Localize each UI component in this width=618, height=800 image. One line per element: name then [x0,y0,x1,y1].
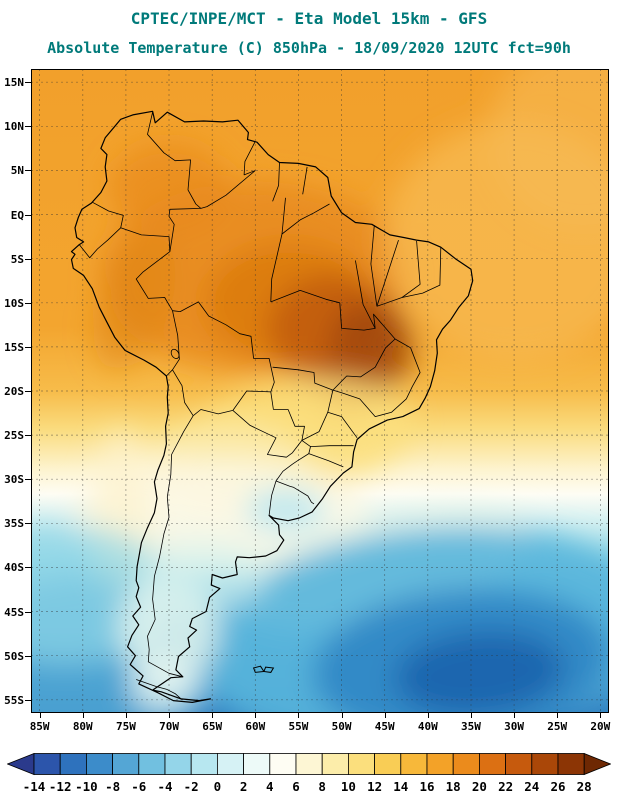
colorbar-tick: -10 [75,779,98,794]
lon-tick [39,713,41,718]
colorbar-tick: 4 [266,779,274,794]
lat-tick [25,82,31,84]
colorbar-tick: 16 [419,779,434,794]
lat-tick [25,258,31,260]
lon-label: 60W [245,720,266,733]
lat-tick [25,655,31,657]
lon-label: 75W [115,720,136,733]
lat-label: EQ [10,208,24,222]
lon-tick [169,713,171,718]
colorbar-tick: 10 [341,779,356,794]
lat-label: 25S [4,429,24,443]
colorbar-tick: 28 [577,779,592,794]
lat-label: 20S [4,385,24,398]
lat-label: 5S [10,252,24,266]
lon-tick [470,713,472,718]
colorbar-scale: -14 -12 -10 -8 -6 -4 -2 0 2 4 6 8 10 12 14 16 18 20 22 24 26… [6,752,612,794]
title-line-1: CPTEC/INPE/MCT - Eta Model 15km - GFS [130,9,488,28]
lon-label: 80W [72,720,93,733]
colorbar-tick: -14 [23,779,46,794]
lat-label: 30S [4,473,24,487]
lat-tick [25,391,31,392]
colorbar-tick: 24 [524,779,539,794]
lat-label: 10N [4,120,24,134]
lon-tick [255,713,257,718]
lat-tick [25,214,31,216]
lon-tick [212,713,214,718]
lat-tick [25,699,31,701]
colorbar-tick: -12 [49,779,72,794]
lat-label: 10S [4,296,24,310]
colorbar-tick: 6 [292,779,300,794]
colorbar-tick: -2 [184,779,199,794]
lon-tick [514,713,516,718]
lon-label: 50W [331,720,352,733]
colorbar-tick: 0 [214,779,222,794]
lon-label: 25W [547,720,568,733]
colorbar: -14 -12 -10 -8 -6 -4 -2 0 2 4 6 8 10 12 14 16 18 20 22 24 26… [6,752,618,800]
map-area: 15N 10N 5N EQ 5S 10S 15S 20S 25S 30S 35S 40S 45S 50S 5… [0,67,618,739]
lat-tick [25,523,31,525]
lat-label: 45S [4,605,24,619]
lat-label: 40S [4,561,24,575]
lon-tick [600,713,602,718]
lat-tick [25,435,31,437]
title-line-2: Absolute Temperature (C) 850hPa - 18/09/… [47,39,571,57]
lon-tick [557,713,559,718]
lat-label: 35S [4,517,24,531]
colorbar-tick: -4 [157,779,172,794]
lon-tick [341,713,343,718]
lon-label: 30W [504,720,525,733]
lat-label: 5N [10,164,24,178]
lon-label: 40W [417,720,438,733]
lat-tick [25,302,31,304]
lon-label: 70W [159,720,179,733]
lon-tick [298,713,300,718]
lon-label: 35W [461,720,481,733]
lat-tick [25,126,31,128]
colorbar-tick: -6 [131,779,146,794]
lon-tick [384,713,386,718]
colorbar-tick: 18 [446,779,461,794]
lon-label: 65W [202,720,223,733]
lat-label: 55S [4,693,24,707]
lat-label: 15S [4,340,24,354]
lat-tick [25,611,31,613]
lat-tick [25,479,31,481]
colorbar-tick: 14 [393,779,408,794]
colorbar-tick: 26 [550,779,565,794]
lon-label: 20W [590,720,611,733]
lat-tick [25,346,31,348]
lon-label: 45W [374,720,395,733]
lat-tick [25,170,31,172]
colorbar-tick: 22 [498,779,513,794]
colorbar-tick: 12 [367,779,382,794]
colorbar-tick: 20 [472,779,487,794]
lon-tick [82,713,84,718]
colorbar-tick: -8 [105,779,120,794]
colorbar-tick: 2 [240,779,248,794]
temperature-map [31,69,609,713]
lat-tick [25,567,31,569]
lat-label: 50S [4,649,24,663]
lon-label: 55W [288,720,309,733]
lat-label: 15N [4,76,24,90]
header: CPTEC/INPE/MCT - Eta Model 15km - GFS Ab… [0,0,618,57]
lon-tick [125,713,127,718]
lon-tick [427,713,429,718]
lon-label: 85W [29,720,50,733]
colorbar-tick: 8 [318,779,326,794]
